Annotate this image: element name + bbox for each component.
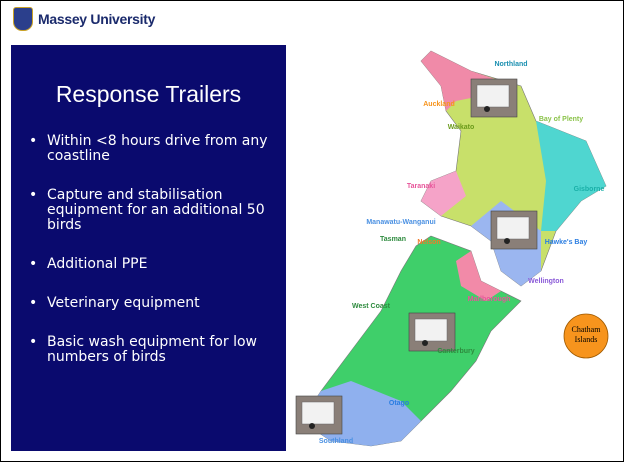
map: Northland Auckland Bay of Plenty Waikato Gis… [1,1,624,463]
region-label: Tasman [380,236,406,243]
slide: Massey University Response Trailers With… [0,0,624,462]
region-label: West Coast [352,303,391,310]
region-label: Auckland [423,101,455,108]
region-label: Bay of Plenty [539,116,583,123]
region-label: Marlborough [468,296,511,303]
trailer-wheel [309,423,315,429]
region-label: Waikato [448,124,475,131]
trailer-body [302,402,334,424]
region-label: Wellington [528,278,564,285]
chatham-label: Chatham [572,325,602,334]
region-label: Otago [389,400,409,407]
region-label: Gisborne [574,186,605,193]
region-label: Northland [494,61,527,68]
trailer-body [477,85,509,107]
trailer-body [497,217,529,239]
trailer-body [415,319,447,341]
region-label: Nelson [417,239,440,246]
region-label: Manawatu-Wanganui [366,219,435,226]
region-label: Canterbury [437,348,474,355]
trailer-wheel [422,340,428,346]
eastern-area [536,121,606,231]
region-label: Southland [319,438,353,445]
region-label: Hawke's Bay [545,239,588,246]
chatham-label: Islands [575,335,598,344]
trailer-wheel [504,238,510,244]
trailer-wheel [484,106,490,112]
region-label: Taranaki [407,183,435,190]
